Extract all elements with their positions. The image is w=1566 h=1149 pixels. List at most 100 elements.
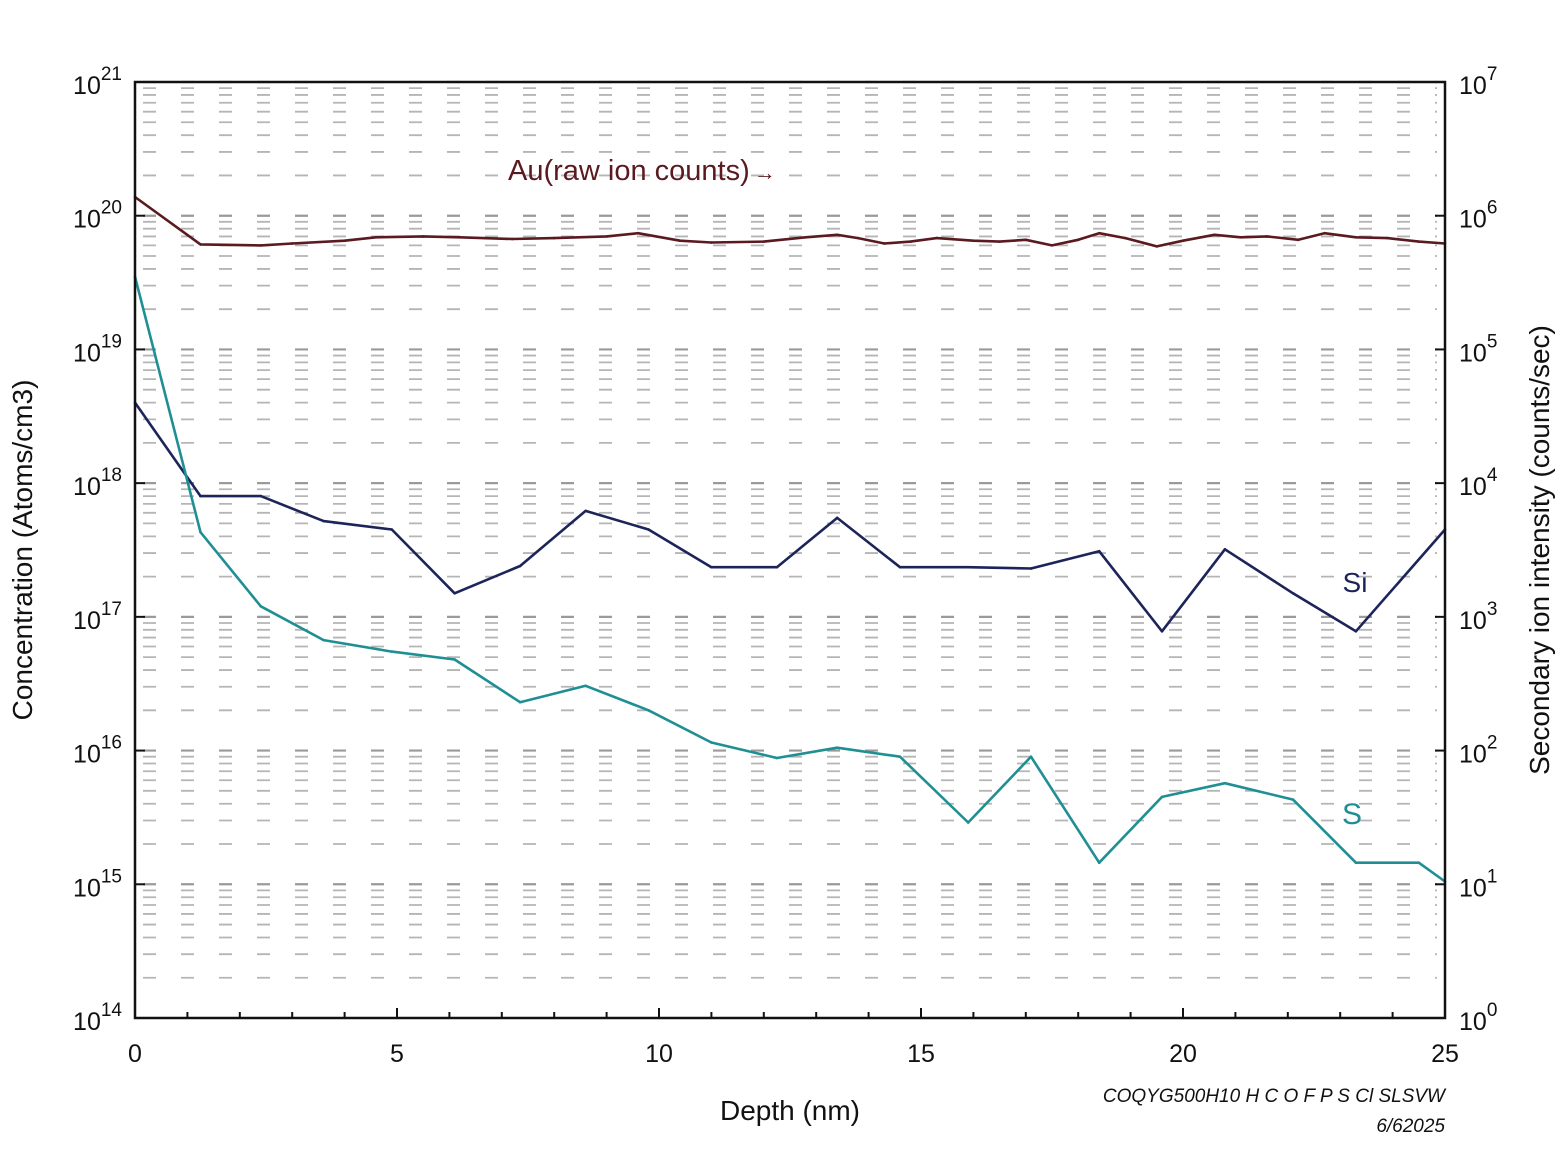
ticks [134,81,1446,1019]
data-point-s [322,638,325,642]
data-point-au-raw-ion-counts [1076,238,1080,242]
data-point-s [1354,861,1358,865]
footer-date: 6/62025 [1376,1116,1445,1137]
y-right-tick-label: 100 [1459,1000,1497,1036]
data-point-au-raw-ion-counts [605,235,608,238]
y-right-tick-label: 107 [1459,64,1497,100]
x-tick-label: 10 [645,1040,673,1068]
data-point-au-raw-ion-counts [1124,236,1127,240]
data-point-s [584,684,587,688]
x-tick-label: 25 [1431,1040,1459,1068]
y-right-tick-label: 106 [1459,198,1497,234]
footer-code: COQYG500H10 H C O F P S Cl SLSVW [1103,1086,1447,1107]
data-point-s [1223,781,1227,785]
y-left-tick-label: 1021 [73,64,122,100]
x-tick-label: 15 [907,1040,935,1068]
series-line-s [133,276,1446,883]
data-point-au-raw-ion-counts [458,235,462,239]
tick-labels: 0 5 10 15 20 25102110201019101810171016101510… [73,64,1498,1068]
data-point-s [710,741,713,744]
data-point-au-raw-ion-counts [1239,235,1242,239]
data-point-au-raw-ion-counts [1354,235,1358,239]
series-line-si [133,401,1446,633]
data-point-si [322,519,325,523]
data-point-au-raw-ion-counts [710,241,713,244]
data-point-s [647,709,650,712]
right-axis-title: Secondary ion intensity (counts/sec) [1524,325,1555,775]
data-point-s [1029,755,1033,758]
data-point-si [1291,592,1295,595]
gridlines [143,80,1437,979]
data-point-au-raw-ion-counts [1265,235,1269,238]
data-point-au-raw-ion-counts [1155,245,1159,248]
data-point-s [1160,795,1164,799]
data-point-s [518,700,522,704]
data-point-au-raw-ion-counts [883,242,886,245]
data-point-au-raw-ion-counts [552,236,556,240]
data-point-au-raw-ion-counts [1323,231,1326,235]
data-point-s [1417,861,1421,865]
data-point-au-raw-ion-counts [1024,238,1028,242]
data-point-au-raw-ion-counts [199,243,202,246]
x-axis-title: Depth (nm) [720,1095,860,1126]
data-point-au-raw-ion-counts [290,242,294,245]
data-point-au-raw-ion-counts [909,240,912,243]
data-point-au-raw-ion-counts [856,236,860,240]
data-point-si [518,564,522,568]
x-tick-label: 20 [1169,1040,1197,1068]
y-left-tick-label: 1016 [73,733,122,769]
y-right-tick-label: 101 [1459,866,1497,902]
data-point-au-raw-ion-counts [1213,233,1216,237]
data-point-si [1029,567,1033,570]
y-right-tick-label: 105 [1459,331,1497,367]
data-point-si [259,494,263,498]
data-point-au-raw-ion-counts [374,235,378,239]
data-point-au-raw-ion-counts [421,235,425,238]
y-right-tick-label: 104 [1459,465,1498,501]
data-point-au-raw-ion-counts [835,233,839,237]
data-point-s [390,650,394,653]
data-point-si [647,528,650,531]
data-point-s [453,658,456,661]
data-point-si [966,565,970,569]
series-label-si: Si [1343,567,1368,598]
data-point-si [1223,548,1227,551]
data-point-s [259,604,263,608]
data-point-s [1097,861,1101,865]
data-point-au-raw-ion-counts [1050,244,1054,247]
data-point-au-raw-ion-counts [1417,240,1421,243]
data-point-si [453,592,456,595]
data-point-s [775,756,779,760]
data-point-si [199,494,202,498]
data-point-au-raw-ion-counts [972,239,975,243]
y-left-tick-label: 1019 [73,331,122,367]
data-point-au-raw-ion-counts [1296,238,1300,242]
data-point-si [390,528,394,531]
data-point-au-raw-ion-counts [636,231,640,235]
data-point-s [966,821,970,824]
data-point-si [775,565,779,569]
y-left-tick-label: 1018 [73,465,122,501]
x-tick-label: 5 [390,1040,404,1068]
series-label-s: S [1342,798,1362,831]
left-axis-title: Concentration (Atoms/cm3) [7,380,38,721]
data-point-au-raw-ion-counts [510,237,514,241]
data-point-au-raw-ion-counts [259,244,263,247]
series-label-au-raw-ion-counts: Au(raw ion counts) → [508,155,776,187]
data-point-si [898,565,902,569]
data-point-au-raw-ion-counts [762,240,766,243]
y-right-tick-label: 103 [1459,599,1497,635]
data-point-au-raw-ion-counts [1181,239,1185,243]
data-point-au-raw-ion-counts [935,236,939,240]
data-point-au-raw-ion-counts [1386,236,1389,240]
data-point-au-raw-ion-counts [804,235,808,239]
data-point-si [835,516,839,520]
y-left-tick-label: 1015 [73,866,122,902]
data-point-si [584,509,587,513]
y-left-tick-label: 1017 [73,599,122,635]
data-point-au-raw-ion-counts [998,240,1001,243]
data-point-s [835,746,839,750]
data-point-si [1160,629,1164,633]
